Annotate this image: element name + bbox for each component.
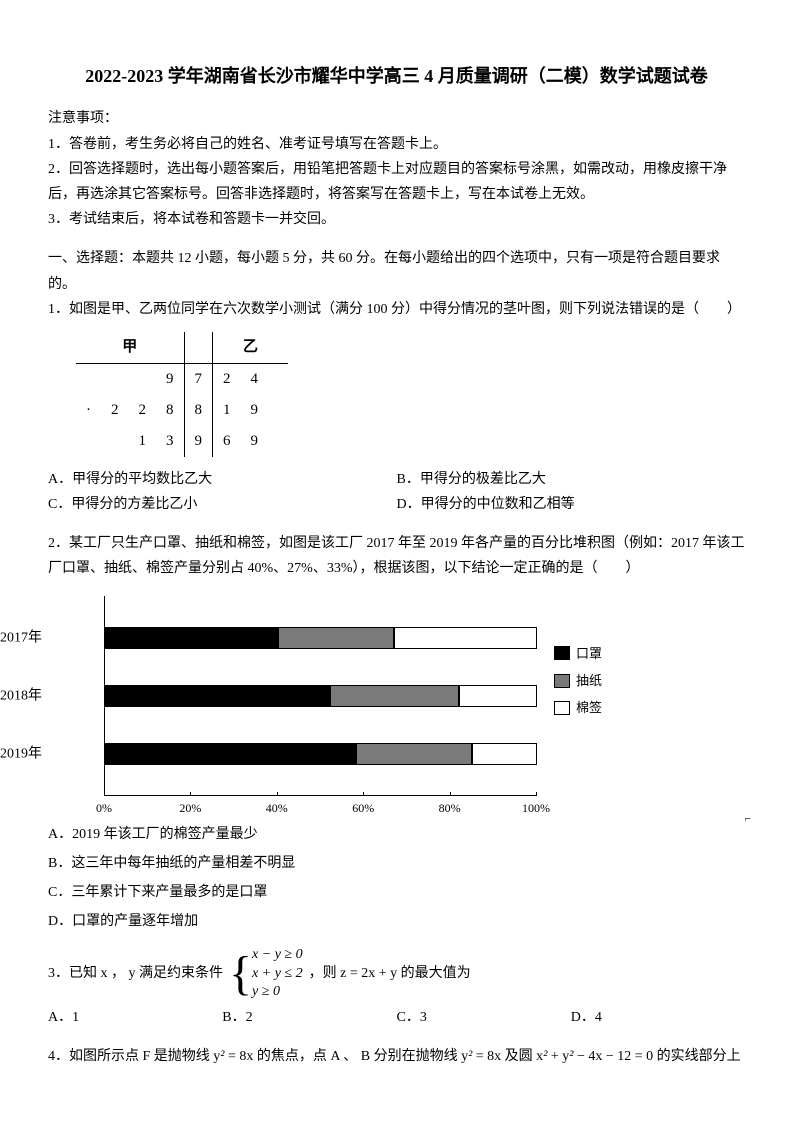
chart-corner-icon: ⌐ (745, 810, 751, 830)
notice-3: 3．考试结束后，将本试卷和答题卡一并交回。 (48, 207, 745, 232)
bar-segment (105, 627, 278, 649)
q2-opt-a: A．2019 年该工厂的棉签产量最少 (48, 822, 745, 847)
q2-opt-c: C．三年累计下来产量最多的是口罩 (48, 880, 745, 905)
q3-c3: y ≥ 0 (252, 983, 303, 1001)
q3-options: A．1 B．2 C．3 D．4 (48, 1005, 745, 1030)
bar-row (105, 743, 537, 765)
chart-legend: 口罩 抽纸 棉签 (554, 642, 602, 724)
section-1-header: 一、选择题：本题共 12 小题，每小题 5 分，共 60 分。在每小题给出的四个… (48, 246, 745, 296)
page-title: 2022-2023 学年湖南省长沙市耀华中学高三 4 月质量调研（二模）数学试题… (48, 60, 745, 92)
chart-ylabel-2017: 2017年 (0, 625, 42, 650)
sl-header-right: 乙 (213, 332, 289, 364)
q3-opt-d: D．4 (571, 1005, 745, 1030)
notice-heading: 注意事项： (48, 106, 745, 131)
q1-options: A．甲得分的平均数比乙大 B．甲得分的极差比乙大 C．甲得分的方差比乙小 D．甲… (48, 467, 745, 517)
legend-2: 棉签 (576, 696, 602, 719)
q3-opt-c: C．3 (397, 1005, 571, 1030)
q3-opt-a: A．1 (48, 1005, 222, 1030)
chart-ylabel-2019: 2019年 (0, 741, 42, 766)
sl-header-left: 甲 (76, 332, 184, 364)
xtick-label: 20% (179, 798, 201, 820)
xtick-label: 60% (352, 798, 374, 820)
legend-0: 口罩 (576, 642, 602, 665)
legend-1: 抽纸 (576, 669, 602, 692)
q1-opt-c: C．甲得分的方差比乙小 (48, 492, 397, 517)
q1-opt-d: D．甲得分的中位数和乙相等 (397, 492, 746, 517)
xtick-label: 40% (266, 798, 288, 820)
stem-leaf-plot: 甲 乙 9 7 2 4 · 2 2 8 8 1 9 (76, 332, 745, 457)
bar-segment (278, 627, 395, 649)
xtick-label: 0% (96, 798, 112, 820)
q2-options: A．2019 年该工厂的棉签产量最少 B．这三年中每年抽纸的产量相差不明显 C．… (48, 822, 745, 935)
bar-segment (105, 743, 356, 765)
xtick-label: 80% (439, 798, 461, 820)
q4-stem: 4．如图所示点 F 是抛物线 y² = 8x 的焦点，点 A 、 B 分别在抛物… (48, 1044, 745, 1069)
xtick-label: 100% (522, 798, 550, 820)
bar-segment (472, 743, 537, 765)
q3-post: ，则 z = 2x + y 的最大值为 (309, 961, 471, 986)
q3-stem: 3．已知 x ， y 满足约束条件 { x − y ≥ 0 x + y ≤ 2 … (48, 946, 745, 1001)
q1-opt-b: B．甲得分的极差比乙大 (397, 467, 746, 492)
q2-opt-d: D．口罩的产量逐年增加 (48, 909, 745, 934)
q3-pre: 3．已知 x ， y 满足约束条件 (48, 961, 223, 986)
bar-segment (105, 685, 330, 707)
notice-2: 2．回答选择题时，选出每小题答案后，用铅笔把答题卡上对应题目的答案标号涂黑，如需… (48, 157, 745, 207)
bar-segment (394, 627, 537, 649)
q2-stem: 2．某工厂只生产口罩、抽纸和棉签，如图是该工厂 2017 年至 2019 年各产… (48, 531, 745, 581)
bar-row (105, 685, 537, 707)
q3-c2: x + y ≤ 2 (252, 965, 303, 983)
notice-1: 1．答卷前，考生务必将自己的姓名、准考证号填写在答题卡上。 (48, 132, 745, 157)
q1-opt-a: A．甲得分的平均数比乙大 (48, 467, 397, 492)
q3-c1: x − y ≥ 0 (252, 946, 303, 964)
q3-opt-b: B．2 (222, 1005, 396, 1030)
bar-segment (330, 685, 460, 707)
q1-stem: 1．如图是甲、乙两位同学在六次数学小测试（满分 100 分）中得分情况的茎叶图，… (48, 297, 745, 322)
bar-segment (459, 685, 537, 707)
bar-row (105, 627, 537, 649)
stacked-bar-chart (104, 596, 536, 796)
bar-segment (356, 743, 473, 765)
chart-ylabel-2018: 2018年 (0, 683, 42, 708)
q2-opt-b: B．这三年中每年抽纸的产量相差不明显 (48, 851, 745, 876)
